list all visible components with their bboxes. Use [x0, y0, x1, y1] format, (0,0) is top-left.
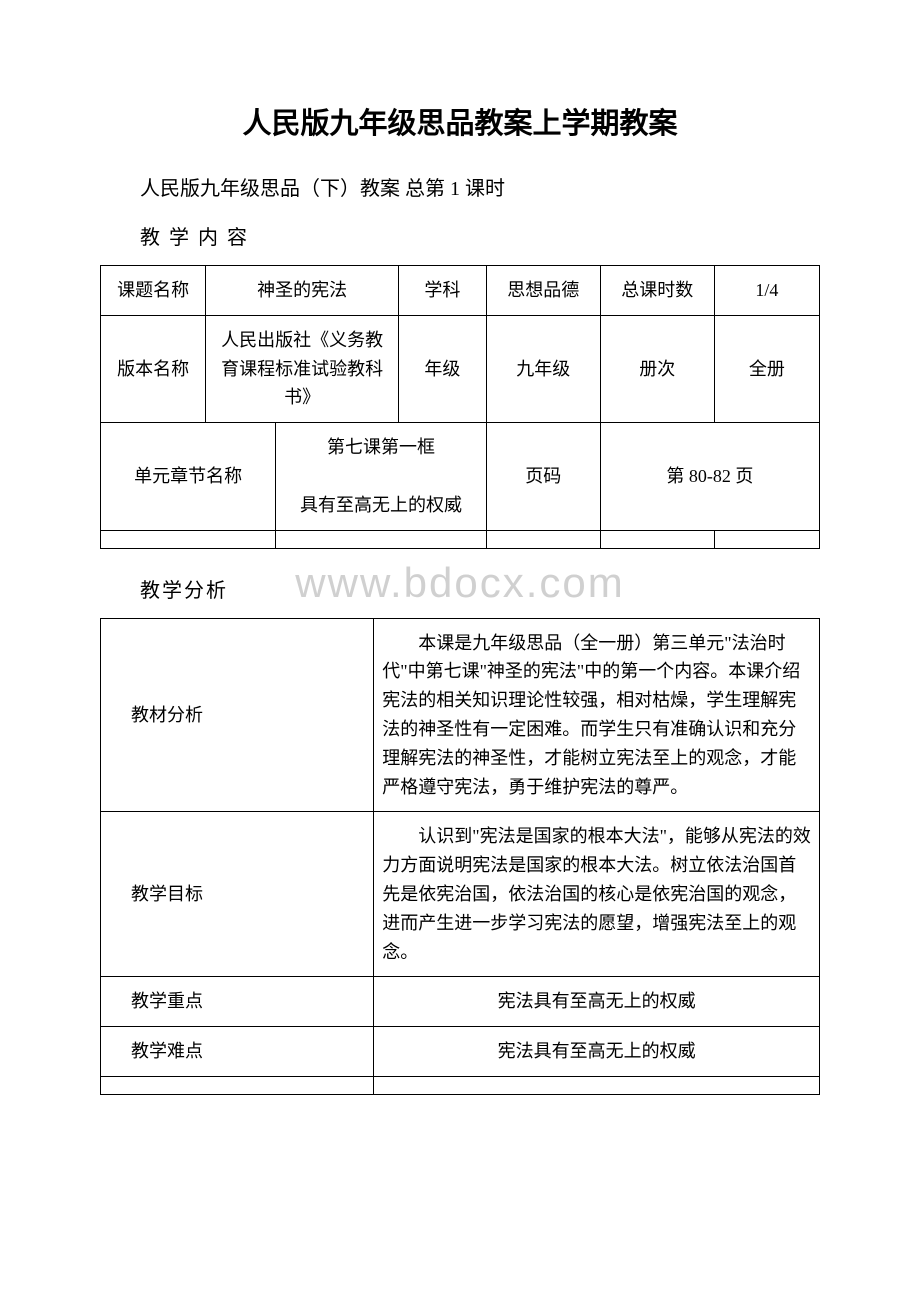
table-row: 教材分析 本课是九年级思品（全一册）第三单元"法治时代"中第七课"神圣的宪法"中…	[101, 618, 820, 812]
cell-label: 版本名称	[101, 315, 206, 422]
cell-content: 本课是九年级思品（全一册）第三单元"法治时代"中第七课"神圣的宪法"中的第一个内…	[374, 618, 820, 812]
subtitle-text: 人民版九年级思品（下）教案 总第 1 课时	[100, 172, 820, 201]
table-row: 教学重点 宪法具有至高无上的权威	[101, 977, 820, 1027]
cell-value: 第七课第一框 具有至高无上的权威	[276, 423, 486, 530]
table-row-empty	[101, 530, 820, 548]
cell-label: 总课时数	[600, 266, 714, 316]
cell-label: 教学目标	[101, 812, 374, 977]
empty-cell	[276, 530, 486, 548]
cell-content: 认识到"宪法是国家的根本大法"，能够从宪法的效力方面说明宪法是国家的根本大法。树…	[374, 812, 820, 977]
cell-content: 宪法具有至高无上的权威	[374, 977, 820, 1027]
table-row: 版本名称 人民出版社《义务教育课程标准试验教科书》 年级 九年级 册次 全册	[101, 315, 820, 422]
cell-line2: 具有至高无上的权威	[300, 495, 462, 515]
cell-value: 思想品德	[486, 266, 600, 316]
section-heading-analysis: 教学分析	[100, 574, 820, 603]
cell-value: 神圣的宪法	[206, 266, 399, 316]
cell-value: 1/4	[714, 266, 819, 316]
analysis-table: 教材分析 本课是九年级思品（全一册）第三单元"法治时代"中第七课"神圣的宪法"中…	[100, 618, 820, 1095]
cell-value: 人民出版社《义务教育课程标准试验教科书》	[206, 315, 399, 422]
cell-value: 第 80-82 页	[600, 423, 819, 530]
cell-label: 教材分析	[101, 618, 374, 812]
page-title: 人民版九年级思品教案上学期教案	[100, 100, 820, 142]
cell-label: 册次	[600, 315, 714, 422]
table-row-empty	[101, 1076, 820, 1094]
cell-value: 九年级	[486, 315, 600, 422]
info-table: 课题名称 神圣的宪法 学科 思想品德 总课时数 1/4 版本名称 人民出版社《义…	[100, 265, 820, 549]
table-row: 课题名称 神圣的宪法 学科 思想品德 总课时数 1/4	[101, 266, 820, 316]
empty-cell	[101, 1076, 374, 1094]
cell-label: 教学重点	[101, 977, 374, 1027]
cell-label: 页码	[486, 423, 600, 530]
empty-cell	[714, 530, 819, 548]
cell-value: 全册	[714, 315, 819, 422]
table-row: 教学难点 宪法具有至高无上的权威	[101, 1027, 820, 1077]
cell-line1: 第七课第一框	[327, 437, 435, 457]
cell-label: 学科	[399, 266, 487, 316]
cell-label: 年级	[399, 315, 487, 422]
table-row: 教学目标 认识到"宪法是国家的根本大法"，能够从宪法的效力方面说明宪法是国家的根…	[101, 812, 820, 977]
cell-label: 课题名称	[101, 266, 206, 316]
table-row: 单元章节名称 第七课第一框 具有至高无上的权威 页码 第 80-82 页	[101, 423, 820, 530]
empty-cell	[374, 1076, 820, 1094]
empty-cell	[600, 530, 714, 548]
cell-label: 单元章节名称	[101, 423, 276, 530]
cell-label: 教学难点	[101, 1027, 374, 1077]
empty-cell	[486, 530, 600, 548]
section-heading-content: 教 学 内 容	[100, 221, 820, 250]
empty-cell	[101, 530, 276, 548]
cell-content: 宪法具有至高无上的权威	[374, 1027, 820, 1077]
